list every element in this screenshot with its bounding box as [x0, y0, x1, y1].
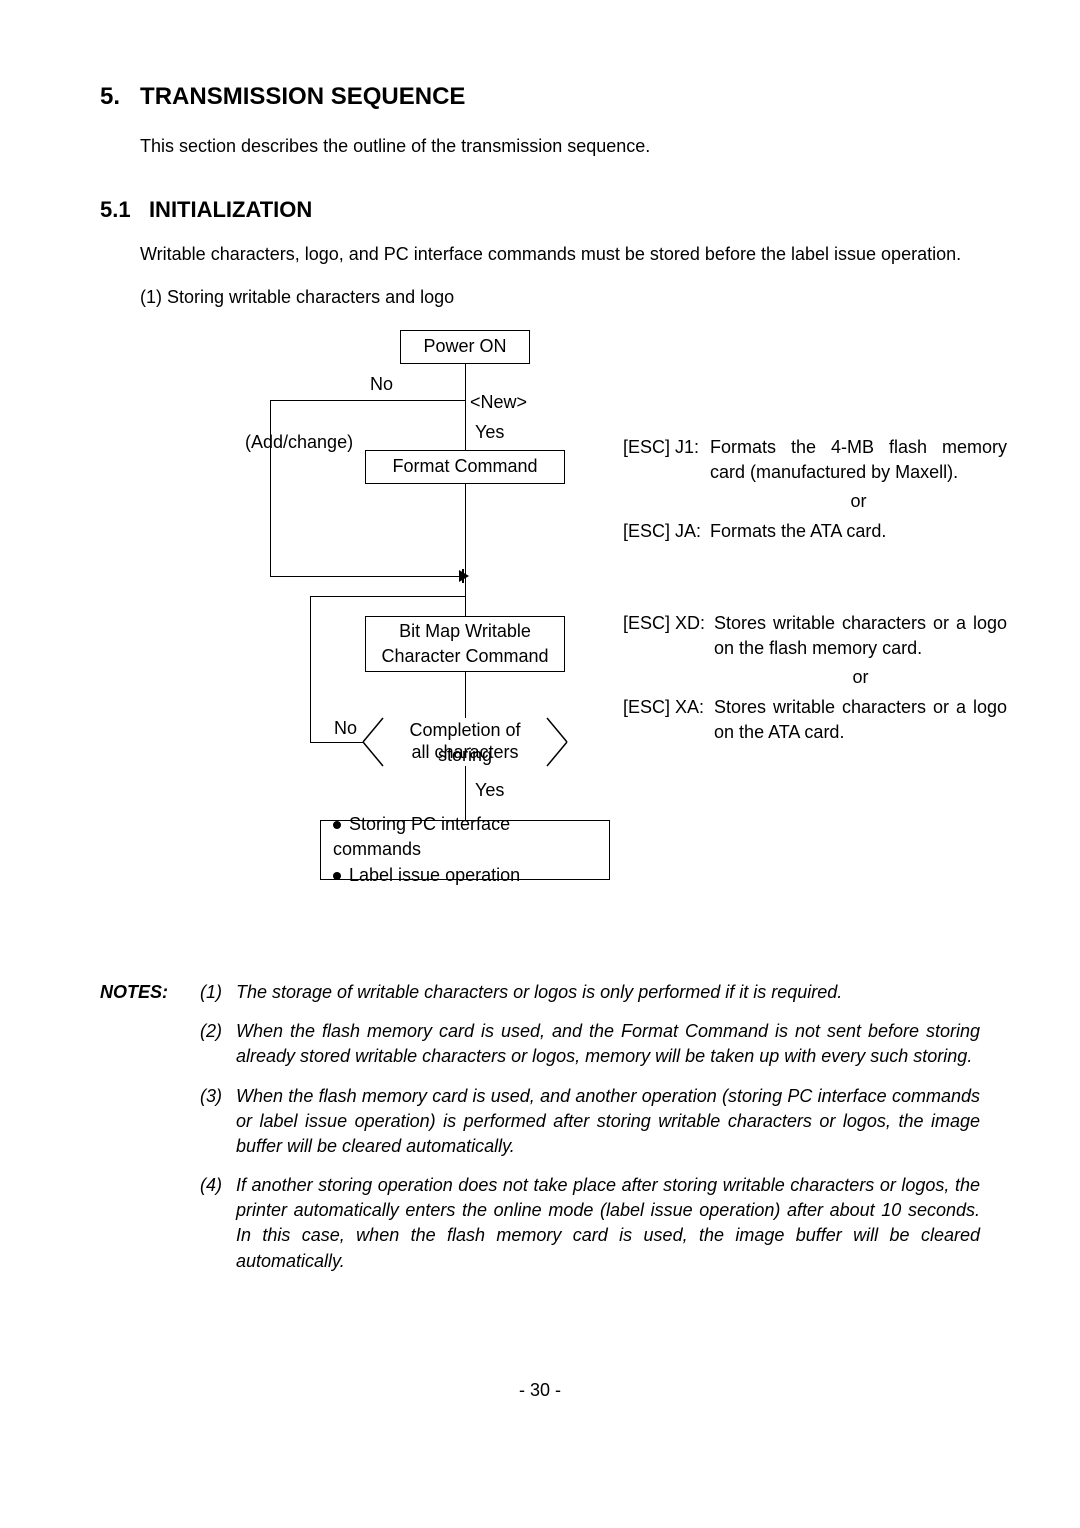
label-no-1: No — [370, 372, 393, 397]
node-power-on: Power ON — [400, 330, 530, 364]
node-bitmap-line1: Bit Map Writable — [399, 619, 531, 644]
list-item-1: (1) Storing writable characters and logo — [140, 285, 980, 310]
subsection-num: 5.1 — [100, 197, 131, 222]
notes-label: NOTES: — [100, 980, 200, 1288]
label-yes-1: Yes — [475, 420, 504, 445]
connector — [310, 742, 364, 743]
note-3-text: When the flash memory card is used, and … — [236, 1084, 980, 1160]
note-4-text: If another storing operation does not ta… — [236, 1173, 980, 1274]
connector — [462, 569, 464, 583]
connector — [465, 400, 466, 450]
connector — [270, 400, 271, 576]
node-final: Storing PC interface commands Label issu… — [320, 820, 610, 880]
label-yes-2: Yes — [475, 778, 504, 803]
note-1-num: (1) — [200, 980, 236, 1005]
or-label-2: or — [713, 664, 1008, 691]
note-1: (1) The storage of writable characters o… — [200, 980, 980, 1005]
connector — [270, 576, 465, 577]
connector — [465, 576, 466, 616]
connector — [270, 400, 465, 401]
node-bitmap-command: Bit Map Writable Character Command — [365, 616, 565, 672]
final-text-1: Storing PC interface commands — [333, 814, 510, 859]
connector — [310, 596, 465, 597]
section-intro: This section describes the outline of th… — [140, 134, 980, 159]
note-4-num: (4) — [200, 1173, 236, 1274]
page-number: - 30 - — [100, 1378, 980, 1403]
subsection-heading: 5.1 INITIALIZATION — [100, 195, 980, 226]
esc-xa-cmd: [ESC] XA: — [622, 694, 711, 746]
esc-j1-desc: Formats the 4-MB flash memory card (manu… — [709, 434, 1008, 486]
subsection-title: INITIALIZATION — [149, 197, 312, 222]
label-no-2: No — [334, 716, 357, 741]
side-annotation-format: [ESC] J1: Formats the 4-MB flash memory … — [620, 432, 1010, 547]
esc-ja-cmd: [ESC] JA: — [622, 518, 707, 545]
final-text-2: Label issue operation — [349, 865, 520, 885]
note-3: (3) When the flash memory card is used, … — [200, 1084, 980, 1160]
note-4: (4) If another storing operation does no… — [200, 1173, 980, 1274]
node-bitmap-line2: Character Command — [381, 644, 548, 669]
decision-completion-line2: all characters — [385, 740, 545, 765]
bullet-icon — [333, 872, 341, 880]
section-heading: 5. TRANSMISSION SEQUENCE — [100, 80, 980, 114]
note-3-num: (3) — [200, 1084, 236, 1160]
esc-ja-desc: Formats the ATA card. — [709, 518, 1008, 545]
label-add-change: (Add/change) — [245, 430, 353, 455]
subsection-intro: Writable characters, logo, and PC interf… — [140, 242, 980, 267]
notes-section: NOTES: (1) The storage of writable chara… — [100, 980, 980, 1288]
final-line-1: Storing PC interface commands — [333, 812, 597, 862]
connector — [465, 364, 466, 400]
note-2: (2) When the flash memory card is used, … — [200, 1019, 980, 1069]
arrowhead-icon — [459, 570, 469, 582]
side-annotation-bitmap: [ESC] XD: Stores writable characters or … — [620, 608, 1010, 748]
esc-j1-cmd: [ESC] J1: — [622, 434, 707, 486]
note-2-num: (2) — [200, 1019, 236, 1069]
final-line-2: Label issue operation — [333, 863, 520, 888]
esc-xd-desc: Stores writable characters or a logo on … — [713, 610, 1008, 662]
node-power-on-label: Power ON — [423, 334, 506, 359]
bullet-icon — [333, 821, 341, 829]
node-format-command-label: Format Command — [392, 454, 537, 479]
connector — [465, 484, 466, 576]
connector — [310, 596, 311, 742]
note-2-text: When the flash memory card is used, and … — [236, 1019, 980, 1069]
flowchart: Power ON <New> No (Add/change) Yes Forma… — [140, 330, 1020, 960]
note-1-text: The storage of writable characters or lo… — [236, 980, 980, 1005]
node-format-command: Format Command — [365, 450, 565, 484]
esc-xd-cmd: [ESC] XD: — [622, 610, 711, 662]
section-num: 5. — [100, 83, 120, 110]
section-title: TRANSMISSION SEQUENCE — [140, 83, 465, 110]
esc-xa-desc: Stores writable characters or a logo on … — [713, 694, 1008, 746]
or-label-1: or — [709, 488, 1008, 515]
decision-new-label: <New> — [470, 390, 527, 415]
